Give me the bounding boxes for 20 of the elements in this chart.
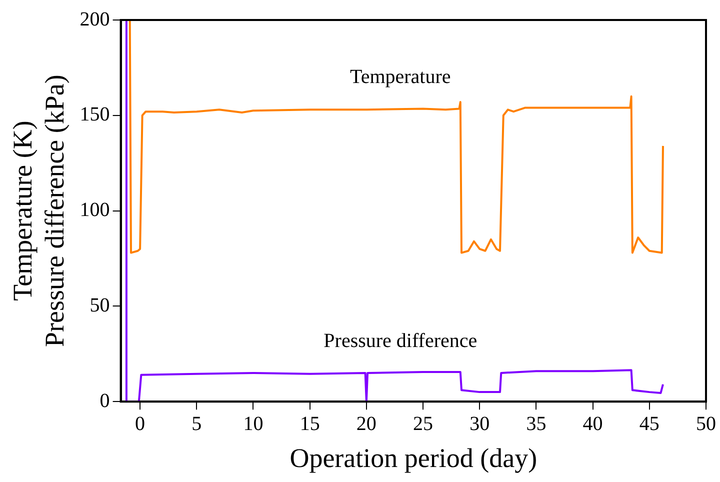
- series-label: Temperature: [350, 66, 451, 88]
- y-tick-label: 150: [80, 104, 110, 126]
- y-tick-label: 100: [80, 199, 110, 222]
- x-tick-label: 40: [582, 412, 603, 435]
- x-axis-title: Operation period (day): [290, 442, 538, 473]
- x-tick-label: 35: [526, 412, 546, 435]
- y-tick-label: 50: [90, 294, 110, 316]
- x-tick-label: 45: [639, 412, 660, 435]
- y-tick-label: 0: [100, 390, 110, 412]
- x-tick-label: 20: [356, 412, 376, 435]
- x-tick-label: 25: [413, 412, 434, 435]
- y-axis-title: Temperature (K) Pressure difference (kPa): [7, 74, 70, 347]
- x-tick-label: 15: [300, 412, 320, 435]
- x-tick-label: 50: [696, 412, 716, 435]
- x-tick-label: 0: [135, 412, 146, 435]
- x-tick-label: 30: [470, 412, 490, 435]
- y-tick-label: 200: [80, 8, 110, 30]
- series-label: Pressure difference: [324, 330, 478, 352]
- x-tick-label: 5: [192, 412, 202, 435]
- x-tick-label: 10: [243, 412, 264, 435]
